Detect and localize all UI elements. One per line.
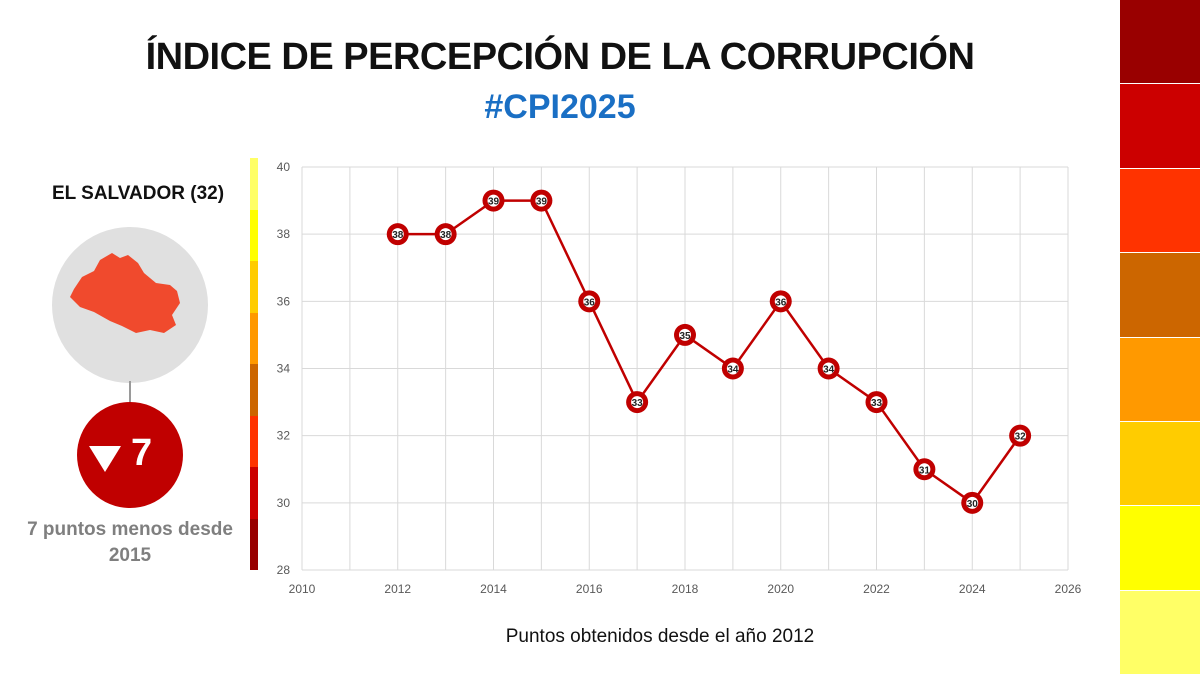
data-label: 36 [584, 297, 596, 308]
y-tick-label: 34 [277, 362, 291, 376]
y-tick-label: 30 [277, 496, 291, 510]
y-tick-label: 36 [277, 294, 291, 308]
hashtag-subtitle: #CPI2025 [484, 88, 636, 126]
country-name: EL SALVADOR (32) [51, 183, 225, 204]
y-tick-label: 38 [277, 227, 291, 241]
data-label: 32 [1015, 432, 1027, 443]
y-tick-label: 32 [277, 429, 291, 443]
x-tick-label: 2010 [289, 582, 316, 596]
data-label: 35 [679, 331, 691, 342]
data-label: 34 [727, 365, 739, 376]
chart-title: ÍNDICE DE PERCEPCIÓN DE LA CORRUPCIÓN [145, 36, 975, 78]
data-point-center [822, 362, 835, 375]
el-salvador-map-icon [70, 253, 180, 333]
change-note: 7 puntos menos desde 2015 [27, 519, 233, 566]
data-label: 39 [488, 197, 500, 208]
data-point-center [966, 496, 979, 509]
side-color-scale [1120, 0, 1200, 675]
connector-line [129, 381, 131, 403]
y-tick-label: 28 [277, 563, 291, 577]
data-point-center [870, 396, 883, 409]
side-scale-segment-2 [1120, 84, 1200, 169]
scale-segment-3 [250, 261, 258, 313]
side-scale-segment-7 [1120, 506, 1200, 591]
data-point-center [487, 194, 500, 207]
color-scale-bar [250, 158, 258, 570]
data-point-center [391, 228, 404, 241]
side-scale-segment-1 [1120, 0, 1200, 85]
scale-segment-2 [250, 209, 258, 261]
data-label: 36 [775, 297, 787, 308]
data-point-center [439, 228, 452, 241]
change-badge: 7 [77, 402, 183, 508]
side-scale-segment-5 [1120, 337, 1200, 422]
scale-segment-7 [250, 467, 258, 519]
map-circle [52, 227, 208, 383]
data-point-center [726, 362, 739, 375]
data-point-center [535, 194, 548, 207]
x-tick-label: 2024 [959, 582, 986, 596]
data-label: 34 [823, 365, 835, 376]
data-point-center [679, 328, 691, 341]
scale-segment-8 [250, 518, 258, 570]
data-label: 39 [536, 197, 548, 208]
data-point-center [918, 463, 931, 476]
side-scale-segment-4 [1120, 253, 1200, 338]
side-scale-segment-6 [1120, 421, 1200, 507]
x-tick-label: 2020 [767, 582, 794, 596]
data-point-center [1014, 429, 1027, 442]
data-point-center [583, 295, 596, 308]
data-point-center [631, 396, 644, 409]
change-value: 7 [131, 432, 153, 474]
series-line [397, 199, 1022, 505]
x-tick-label: 2014 [480, 582, 507, 596]
scale-segment-1 [250, 158, 258, 210]
data-label: 38 [440, 230, 452, 241]
data-label: 30 [967, 499, 979, 510]
side-scale-segment-3 [1120, 168, 1200, 254]
data-label: 31 [919, 465, 931, 476]
line-chart: 28 30 32 34 36 38 40 2010 2012 2014 2016 2018 2020 20… [277, 160, 1082, 596]
x-tick-label: 2012 [384, 582, 411, 596]
x-tick-label: 2022 [863, 582, 890, 596]
y-tick-label: 40 [277, 160, 291, 174]
scale-segment-4 [250, 312, 258, 364]
scale-segment-5 [250, 364, 258, 416]
chart-caption: Puntos obtenidos desde el año 2012 [505, 626, 815, 647]
data-label: 33 [632, 398, 644, 409]
x-tick-label: 2026 [1055, 582, 1082, 596]
data-point-center [774, 295, 787, 308]
x-tick-label: 2018 [672, 582, 699, 596]
side-scale-segment-8 [1120, 590, 1200, 675]
x-tick-label: 2016 [576, 582, 603, 596]
down-triangle-icon [89, 446, 121, 472]
scale-segment-6 [250, 415, 258, 467]
data-label: 33 [871, 398, 883, 409]
data-label: 38 [392, 230, 404, 241]
